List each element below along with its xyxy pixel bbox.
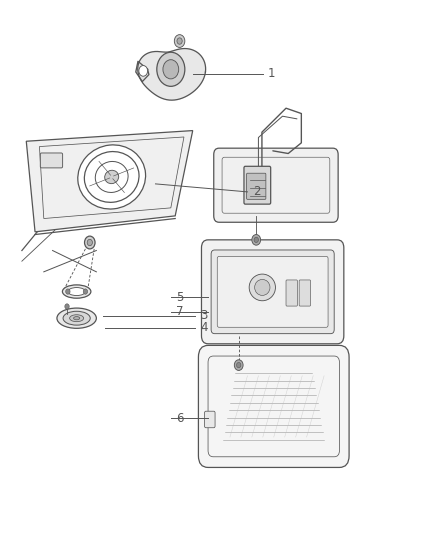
FancyBboxPatch shape <box>247 173 266 199</box>
Ellipse shape <box>57 308 96 328</box>
FancyBboxPatch shape <box>217 256 328 327</box>
FancyBboxPatch shape <box>201 240 344 344</box>
Circle shape <box>83 289 88 294</box>
Ellipse shape <box>78 145 145 209</box>
Circle shape <box>177 38 182 44</box>
Circle shape <box>174 35 185 47</box>
Ellipse shape <box>254 279 270 295</box>
Ellipse shape <box>74 317 80 320</box>
Polygon shape <box>136 61 149 82</box>
Circle shape <box>252 235 261 245</box>
Text: 3: 3 <box>200 309 208 322</box>
Circle shape <box>139 66 148 76</box>
Circle shape <box>234 360 243 370</box>
Circle shape <box>237 362 241 368</box>
FancyBboxPatch shape <box>211 250 334 334</box>
Ellipse shape <box>63 311 90 325</box>
Text: 6: 6 <box>176 412 184 425</box>
Circle shape <box>157 52 185 86</box>
FancyBboxPatch shape <box>198 345 349 467</box>
Circle shape <box>85 236 95 249</box>
Text: 5: 5 <box>176 291 184 304</box>
Text: 7: 7 <box>176 305 184 318</box>
Text: 1: 1 <box>268 67 276 80</box>
PathPatch shape <box>26 131 193 232</box>
FancyBboxPatch shape <box>286 280 297 306</box>
Ellipse shape <box>62 285 91 298</box>
FancyBboxPatch shape <box>299 280 311 306</box>
Text: 4: 4 <box>200 321 208 334</box>
Text: 2: 2 <box>253 185 260 198</box>
Circle shape <box>66 289 70 294</box>
Ellipse shape <box>68 288 85 295</box>
Polygon shape <box>138 49 205 100</box>
Ellipse shape <box>105 170 119 184</box>
FancyBboxPatch shape <box>205 411 215 427</box>
Circle shape <box>163 60 179 79</box>
Ellipse shape <box>249 274 276 301</box>
Circle shape <box>87 239 92 246</box>
FancyBboxPatch shape <box>40 153 63 168</box>
FancyBboxPatch shape <box>244 166 271 204</box>
Ellipse shape <box>70 314 84 322</box>
FancyBboxPatch shape <box>214 148 338 222</box>
Circle shape <box>65 304 69 309</box>
Circle shape <box>254 237 258 243</box>
